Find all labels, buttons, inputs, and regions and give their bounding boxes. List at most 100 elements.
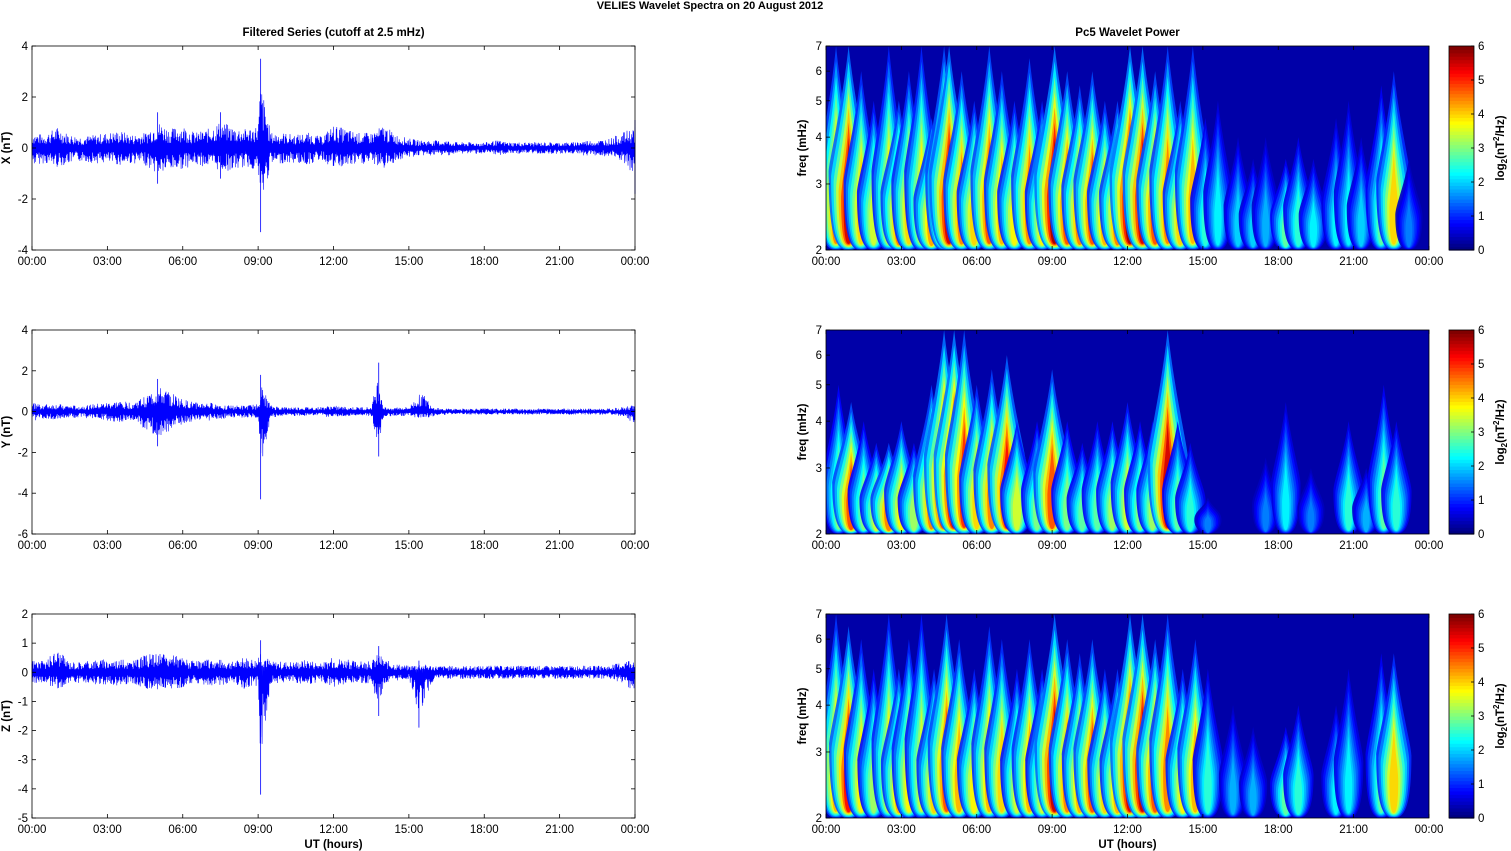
wavelet-y-colorbar: 0 1 2 3 4 5 6 log2(nT2/Hz) (1448, 325, 1509, 541)
wavelet-z-colorbar: 0 1 2 3 4 5 6 log2(nT2/Hz) (1448, 609, 1509, 825)
wavelet-x-burst-layer (1357, 187, 1365, 247)
filtered-y-panel: -6 -4 -2 0 2 4 00:00 03:00 06:00 09:00 12:00 15:00 1… (1, 325, 649, 552)
wavelet-x-colorbar-swatch (1449, 103, 1474, 108)
wavelet-y-colorbar-swatch (1449, 381, 1474, 385)
wavelet-z-colorbar-tick-label: 4 (1478, 677, 1485, 689)
wavelet-z-colorbar-swatch (1449, 726, 1474, 731)
filtered-z-xtick-label: 15:00 (394, 824, 423, 836)
filtered-x-xtick-label: 06:00 (168, 256, 197, 268)
wavelet-z-xtick-label: 15:00 (1188, 824, 1217, 836)
wavelet-y-colorbar-swatch (1449, 510, 1474, 515)
wavelet-y-ytick-label: 4 (816, 416, 823, 428)
wavelet-y-colorbar-swatch (1449, 520, 1474, 525)
wavelet-y-power-burst (1271, 401, 1301, 534)
filtered-y-ylabel: Y (nT) (1, 416, 13, 449)
wavelet-z-colorbar-swatch (1449, 780, 1474, 785)
wavelet-z-colorbar-swatch (1449, 746, 1474, 751)
wavelet-y-colorbar-swatch (1449, 374, 1474, 379)
wavelet-x-colorbar-swatch (1449, 216, 1474, 220)
wavelet-z-xtick-label: 06:00 (962, 824, 991, 836)
wavelet-x-colorbar-swatch (1449, 46, 1474, 50)
filtered-z-ytick-label: -2 (18, 726, 28, 738)
wavelet-y-colorbar-swatch (1449, 357, 1474, 362)
wavelet-x-colorbar-swatch (1449, 120, 1474, 125)
filtered-x-ytick-label: 4 (22, 41, 29, 53)
filtered-z-ytick-label: -3 (18, 755, 28, 767)
wavelet-z-colorbar-swatch (1449, 682, 1474, 686)
filtered-z-signal-trace (31, 652, 636, 744)
wavelet-x-ytick-label: 5 (816, 96, 822, 108)
wavelet-x-colorbar-swatch (1449, 144, 1474, 149)
wavelet-y-colorbar-swatch (1449, 415, 1474, 419)
wavelet-z-colorbar-tick-label: 0 (1478, 813, 1484, 825)
wavelet-z-colorbar-swatch (1449, 654, 1474, 659)
wavelet-x-colorbar-swatch (1449, 161, 1474, 166)
wavelet-x-colorbar-label: log2(nT2/Hz) (1492, 115, 1509, 180)
wavelet-y-colorbar-tick-label: 4 (1478, 393, 1485, 405)
wavelet-x-colorbar-swatch (1449, 59, 1474, 64)
wavelet-x-power-burst (1395, 158, 1423, 250)
wavelet-x-colorbar-swatch (1449, 80, 1474, 84)
wavelet-y-colorbar-swatch (1449, 387, 1474, 392)
wavelet-z-ytick-label: 6 (816, 634, 822, 646)
wavelet-y-colorbar-swatch (1449, 377, 1474, 382)
wavelet-z-ytick-label: 4 (816, 700, 823, 712)
wavelet-z-colorbar-swatch (1449, 777, 1474, 782)
wavelet-y-colorbar-swatch (1449, 411, 1474, 416)
filtered-z-panel: -5 -4 -3 -2 -1 0 1 2 00:00 03:00 06:00 09:00 12:00 15… (1, 609, 649, 851)
wavelet-z-colorbar-swatch (1449, 750, 1474, 754)
wavelet-y-colorbar-swatch (1449, 353, 1474, 358)
wavelet-y-colorbar-label: log2(nT2/Hz) (1492, 399, 1509, 464)
wavelet-x-colorbar-swatch (1449, 56, 1474, 61)
wavelet-z-colorbar-swatch (1449, 634, 1474, 639)
wavelet-y-colorbar-tick-label: 1 (1478, 495, 1484, 507)
filtered-y-xtick-label: 21:00 (545, 540, 574, 552)
wavelet-x-colorbar-swatch (1449, 168, 1474, 173)
wavelet-y-colorbar-swatch (1449, 401, 1474, 406)
wavelet-z-colorbar-swatch (1449, 637, 1474, 642)
wavelet-y-colorbar-swatch (1449, 435, 1474, 440)
wavelet-y-colorbar-swatch (1449, 432, 1474, 436)
wavelet-y-ytick-label: 7 (816, 325, 822, 337)
wavelet-x-colorbar-swatch (1449, 107, 1474, 112)
wavelet-z-colorbar-swatch (1449, 763, 1474, 768)
wavelet-y-colorbar-swatch (1449, 425, 1474, 430)
filtered-x-title: Filtered Series (cutoff at 2.5 mHz) (242, 27, 424, 39)
wavelet-x-colorbar-swatch (1449, 97, 1474, 101)
filtered-y-ytick-label: 2 (22, 366, 28, 378)
wavelet-x-colorbar-tick-label: 5 (1478, 75, 1484, 87)
figure-title: VELIES Wavelet Spectra on 20 August 2012 (597, 0, 824, 12)
wavelet-y-colorbar-swatch (1449, 479, 1474, 484)
wavelet-y-ytick-label: 2 (816, 529, 822, 541)
wavelet-z-colorbar-swatch (1449, 804, 1474, 809)
filtered-x-xtick-label: 00:00 (621, 256, 650, 268)
wavelet-x-ytick-label: 2 (816, 245, 822, 257)
filtered-z-xtick-label: 00:00 (621, 824, 650, 836)
wavelet-z-colorbar-swatch (1449, 665, 1474, 669)
wavelet-z-ytick-label: 3 (816, 747, 822, 759)
wavelet-x-colorbar-swatch (1449, 212, 1474, 217)
wavelet-x-title: Pc5 Wavelet Power (1075, 27, 1180, 39)
wavelet-y-xtick-label: 15:00 (1188, 540, 1217, 552)
wavelet-x-colorbar-swatch (1449, 185, 1474, 190)
wavelet-z-burst-layer (1294, 755, 1303, 815)
wavelet-y-colorbar-swatch (1449, 462, 1474, 467)
filtered-x-ytick-label: 2 (22, 92, 28, 104)
wavelet-z-colorbar-swatch (1449, 641, 1474, 646)
wavelet-z-colorbar-swatch (1449, 624, 1474, 629)
wavelet-y-colorbar-swatch (1449, 367, 1474, 372)
wavelet-z-colorbar-swatch (1449, 614, 1474, 618)
wavelet-y-power-burst (1252, 457, 1280, 534)
wavelet-z-colorbar-swatch (1449, 753, 1474, 758)
wavelet-y-colorbar-tick-label: 6 (1478, 325, 1484, 337)
wavelet-x-xtick-label: 15:00 (1188, 256, 1217, 268)
wavelet-z-burst-layer (1204, 735, 1212, 814)
wavelet-y-colorbar-swatch (1449, 404, 1474, 409)
wavelet-y-ylabel: freq (mHz) (797, 403, 809, 460)
filtered-z-ytick-label: 0 (22, 667, 28, 679)
wavelet-y-colorbar-swatch (1449, 336, 1474, 341)
wavelet-x-burst-layer (1309, 199, 1318, 248)
filtered-z-xtick-label: 18:00 (470, 824, 499, 836)
wavelet-y-colorbar-swatch (1449, 476, 1474, 481)
